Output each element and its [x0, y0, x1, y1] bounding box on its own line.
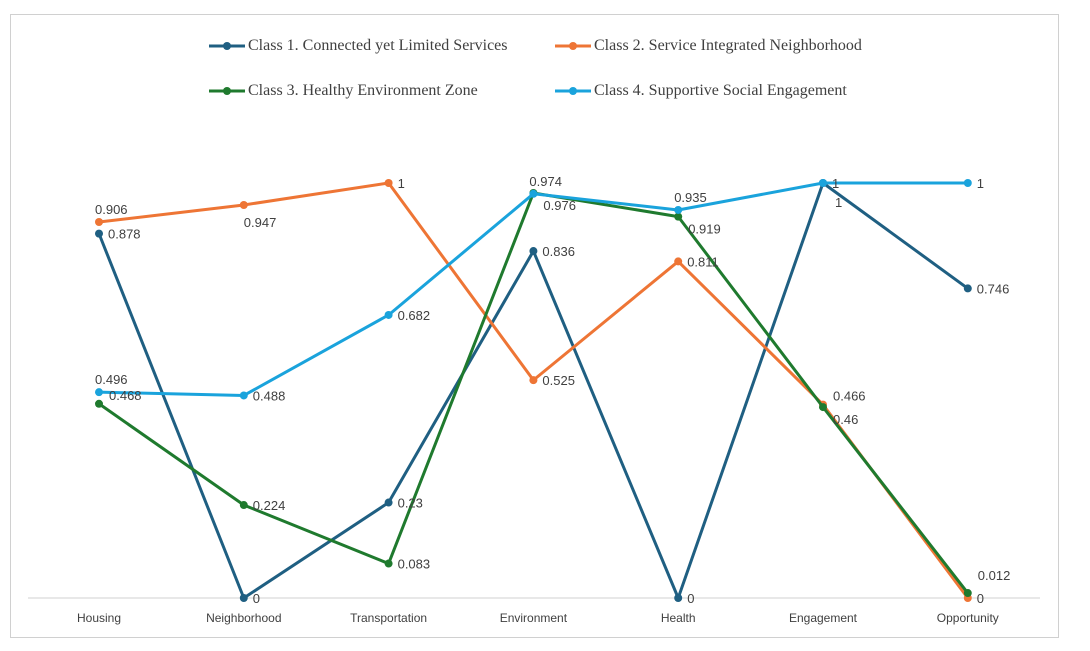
- data-point: [384, 310, 393, 319]
- data-label: 0.746: [977, 281, 1010, 296]
- data-label: 0.46: [833, 412, 858, 427]
- data-point: [239, 391, 248, 400]
- legend-label: Class 3. Healthy Environment Zone: [248, 82, 478, 99]
- x-tick-label: Environment: [500, 611, 568, 625]
- data-point: [95, 229, 103, 238]
- data-point: [674, 257, 683, 266]
- data-label: 0.836: [542, 244, 575, 259]
- legend-label: Class 2. Service Integrated Neighborhood: [594, 37, 862, 54]
- data-label: 0.935: [674, 190, 707, 205]
- data-label: 0.906: [95, 202, 128, 217]
- data-point: [95, 388, 103, 397]
- data-point: [529, 189, 538, 198]
- data-label: 0.468: [109, 388, 142, 403]
- chart-frame: [10, 14, 1059, 638]
- data-point: [384, 559, 393, 568]
- data-label: 0.012: [978, 568, 1011, 583]
- legend-item-class-2: Class 2. Service Integrated Neighborhood: [554, 37, 862, 55]
- data-point: [529, 376, 538, 385]
- x-tick-label: Opportunity: [937, 611, 999, 625]
- data-point: [674, 212, 683, 221]
- x-tick-label: Housing: [77, 611, 121, 625]
- data-point: [674, 594, 683, 602]
- data-point: [95, 218, 103, 227]
- x-tick-label: Engagement: [789, 611, 858, 625]
- data-label: 0.974: [529, 174, 562, 189]
- data-label: 0.23: [398, 496, 423, 511]
- data-point: [384, 179, 393, 187]
- x-tick-label: Neighborhood: [206, 611, 281, 625]
- data-label: 0.878: [108, 227, 141, 242]
- data-label: 0.525: [542, 373, 575, 388]
- legend-marker-icon: [209, 87, 245, 95]
- data-label: 0: [687, 591, 694, 606]
- data-label: 0.947: [244, 215, 277, 230]
- data-label: 0: [977, 591, 984, 606]
- data-label: 0.466: [833, 389, 866, 404]
- legend-label: Class 4. Supportive Social Engagement: [594, 82, 847, 99]
- series-line-class-4: [98, 181, 968, 397]
- x-tick-label: Transportation: [350, 611, 427, 625]
- data-label: 0: [253, 591, 260, 606]
- data-label: 1: [835, 195, 842, 210]
- legend-item-class-1: Class 1. Connected yet Limited Services: [208, 37, 508, 55]
- data-label: 0.224: [253, 498, 286, 513]
- data-label: 1: [398, 176, 405, 191]
- data-label: 1: [832, 176, 839, 191]
- legend-marker-icon: [209, 42, 245, 50]
- data-label: 0.083: [398, 557, 431, 572]
- data-point: [95, 399, 103, 408]
- legend: Class 1. Connected yet Limited Services …: [0, 0, 1090, 120]
- data-point: [384, 498, 393, 507]
- data-label: 0.488: [253, 388, 286, 403]
- data-point: [819, 403, 827, 412]
- data-point: [963, 589, 972, 598]
- legend-item-class-3: Class 3. Healthy Environment Zone: [208, 82, 478, 100]
- data-label: 0.811: [687, 254, 719, 269]
- data-point: [963, 179, 972, 187]
- legend-label: Class 1. Connected yet Limited Services: [248, 37, 508, 54]
- data-point: [239, 594, 248, 602]
- data-point: [963, 284, 972, 293]
- data-point: [529, 247, 538, 256]
- data-label: 0.919: [688, 222, 721, 237]
- data-label: 0.496: [95, 372, 128, 387]
- legend-item-class-4: Class 4. Supportive Social Engagement: [554, 82, 847, 100]
- legend-marker-icon: [555, 42, 591, 50]
- data-label: 0.682: [398, 308, 431, 323]
- x-tick-label: Health: [661, 611, 696, 625]
- data-point: [239, 501, 248, 510]
- data-point: [239, 200, 248, 209]
- data-point: [819, 179, 827, 187]
- data-label: 0.976: [543, 198, 576, 213]
- data-point: [674, 205, 683, 214]
- legend-marker-icon: [555, 87, 591, 95]
- data-label: 1: [977, 176, 984, 191]
